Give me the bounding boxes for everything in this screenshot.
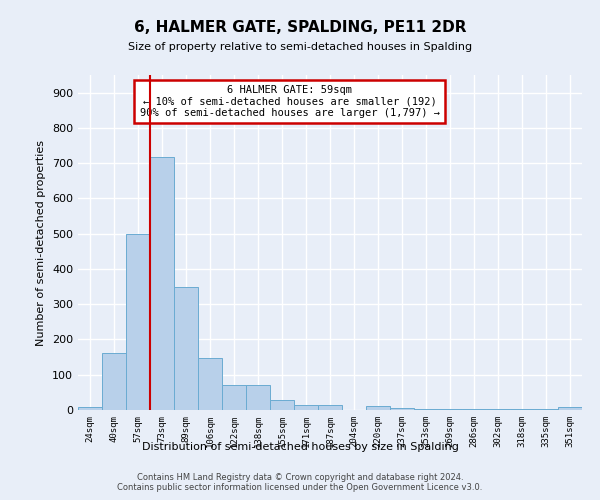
Bar [174, 286, 198, 410]
Bar [246, 386, 270, 410]
Bar [438, 409, 462, 410]
Bar [102, 352, 126, 410]
Bar [78, 407, 102, 410]
Bar [366, 406, 390, 410]
Bar [294, 406, 318, 410]
Bar [390, 408, 414, 410]
Bar [486, 409, 510, 410]
Text: 6 HALMER GATE: 59sqm
← 10% of semi-detached houses are smaller (192)
90% of semi: 6 HALMER GATE: 59sqm ← 10% of semi-detac… [140, 85, 440, 118]
Text: 6, HALMER GATE, SPALDING, PE11 2DR: 6, HALMER GATE, SPALDING, PE11 2DR [134, 20, 466, 35]
Bar [318, 406, 342, 410]
Text: Size of property relative to semi-detached houses in Spalding: Size of property relative to semi-detach… [128, 42, 472, 52]
Bar [558, 407, 582, 410]
Bar [222, 386, 246, 410]
Y-axis label: Number of semi-detached properties: Number of semi-detached properties [37, 140, 46, 346]
Bar [534, 409, 558, 410]
Bar [270, 400, 294, 410]
Bar [150, 157, 174, 410]
Bar [198, 358, 222, 410]
Bar [510, 409, 534, 410]
Text: Contains HM Land Registry data © Crown copyright and database right 2024.
Contai: Contains HM Land Registry data © Crown c… [118, 473, 482, 492]
Bar [126, 234, 150, 410]
Text: Distribution of semi-detached houses by size in Spalding: Distribution of semi-detached houses by … [142, 442, 458, 452]
Bar [414, 409, 438, 410]
Bar [462, 409, 486, 410]
